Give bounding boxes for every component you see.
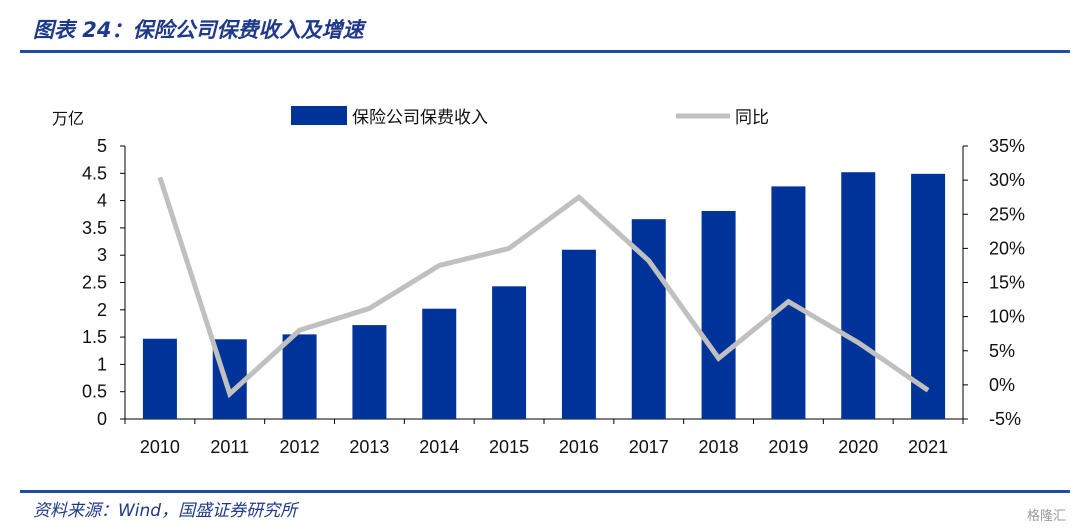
y-right-tick-label: -5% — [989, 409, 1021, 429]
x-tick-label: 2019 — [768, 437, 808, 457]
y-left-tick-label: 4 — [97, 191, 107, 211]
bar — [492, 286, 527, 419]
bar-series — [142, 172, 946, 419]
bar — [701, 210, 736, 419]
y-right-tick-label: 25% — [989, 204, 1025, 224]
x-tick-label: 2020 — [838, 437, 878, 457]
x-tick-label: 2017 — [629, 437, 669, 457]
x-tick-label: 2012 — [280, 437, 320, 457]
bar — [142, 338, 177, 419]
bar — [911, 173, 946, 419]
line-series — [157, 176, 930, 399]
y-left-tick-label: 2.5 — [82, 273, 107, 293]
x-tick-label: 2011 — [210, 437, 249, 457]
y-right-tick-label: 35% — [989, 136, 1025, 156]
x-tick-label: 2015 — [489, 437, 529, 457]
chart-legend: 保险公司保费收入 同比 — [291, 106, 769, 128]
y-left-tick-label: 1 — [97, 354, 107, 374]
source-rule — [20, 490, 1070, 493]
bar — [422, 308, 457, 419]
x-tick-label: 2018 — [699, 437, 739, 457]
legend-line-label: 同比 — [735, 108, 769, 128]
x-tick-label: 2021 — [908, 437, 948, 457]
x-tick-label: 2010 — [140, 437, 180, 457]
y-left-tick-label: 2 — [97, 300, 107, 320]
y-right-tick-label: 0% — [989, 375, 1015, 395]
x-tick-label: 2014 — [419, 437, 459, 457]
y-left-tick-label: 0 — [97, 409, 107, 429]
bar — [282, 334, 317, 419]
chart-axes: 0 0.5 1 1.5 2 2.5 3 3.5 4 4.5 5 万亿 -5% 0% 5% 10% 15% 20% 2… — [52, 109, 1025, 457]
source-note: 资料来源：Wind，国盛证券研究所 — [33, 501, 298, 521]
y-left-tick-label: 5 — [97, 136, 107, 156]
title-rule — [20, 50, 1070, 53]
bar — [352, 325, 387, 419]
watermark: 格隆汇 — [1026, 509, 1066, 524]
chart-plot: 0 0.5 1 1.5 2 2.5 3 3.5 4 4.5 5 万亿 -5% 0% 5% 10% 15% 20% 2… — [52, 106, 1025, 457]
y-right-tick-label: 20% — [989, 238, 1025, 258]
y-left-tick-label: 1.5 — [82, 327, 107, 347]
x-tick-label: 2016 — [559, 437, 599, 457]
legend-bar-label: 保险公司保费收入 — [352, 108, 488, 128]
y-right-tick-label: 10% — [989, 307, 1025, 327]
bar — [561, 249, 596, 419]
bar — [841, 172, 876, 419]
y-right-tick-label: 15% — [989, 273, 1025, 293]
y-left-tick-label: 3 — [97, 245, 107, 265]
x-tick-label: 2013 — [349, 437, 389, 457]
y-left-unit-label: 万亿 — [52, 109, 84, 128]
legend-bar-swatch — [291, 106, 347, 125]
y-right-tick-label: 5% — [989, 341, 1015, 361]
y-right-tick-label: 30% — [989, 170, 1025, 190]
yoy-line — [157, 176, 930, 399]
y-left-tick-label: 0.5 — [82, 382, 107, 402]
chart-title: 图表 24：保险公司保费收入及增速 — [33, 18, 364, 42]
y-left-tick-label: 4.5 — [82, 163, 107, 183]
y-left-tick-label: 3.5 — [82, 218, 107, 238]
